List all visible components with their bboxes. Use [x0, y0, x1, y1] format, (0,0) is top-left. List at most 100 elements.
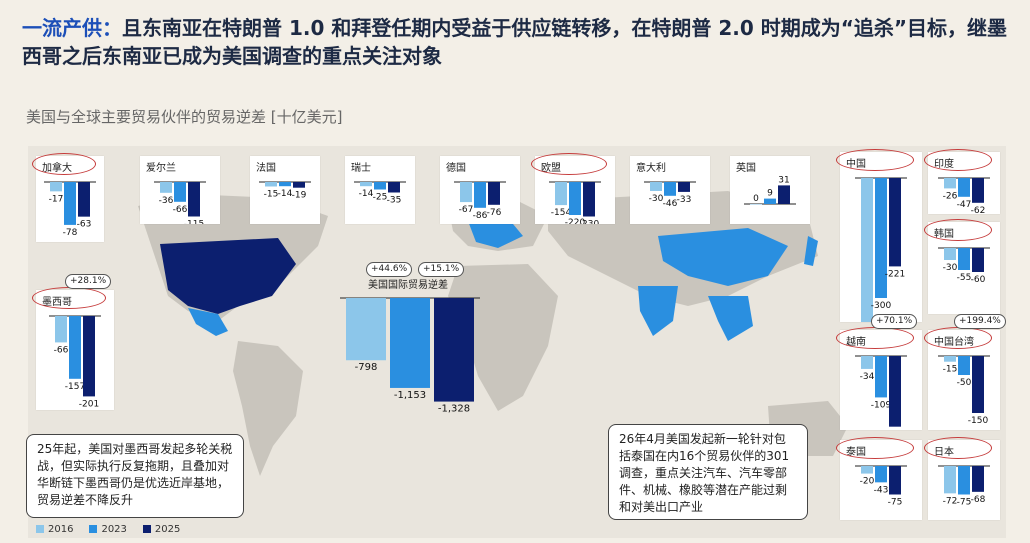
- bar-2016: [265, 182, 277, 187]
- bar-value-label: -34: [860, 372, 875, 382]
- bar-2025: [434, 298, 474, 402]
- highlight-ring: [924, 437, 992, 459]
- chart-card-5: 欧盟-154-220-230: [531, 153, 615, 225]
- bar-2016: [555, 182, 567, 206]
- legend-item-2023: 2023: [89, 524, 127, 535]
- map-se-asia: [708, 296, 753, 341]
- bar-2016: [944, 466, 956, 494]
- bar-value-label: -26: [943, 191, 958, 201]
- highlight-ring: [531, 153, 607, 175]
- bar-2023: [764, 198, 776, 204]
- bar-2025: [488, 182, 500, 205]
- bar-2023: [64, 182, 76, 225]
- chart-svg: -366-300-221: [855, 177, 907, 322]
- bar-value-label: -25: [373, 193, 388, 203]
- bar-value-label: -75: [888, 498, 903, 508]
- bar-value-label: -300: [871, 301, 892, 311]
- chart-svg: -26-47-62: [938, 177, 990, 214]
- bar-value-label: -50: [957, 378, 972, 388]
- bar-value-label: -15: [264, 190, 279, 200]
- bar-value-label: -15: [943, 365, 958, 375]
- legend: 2016 2023 2025: [36, 524, 180, 535]
- chart-card-11: 墨西哥 -66 -157 -201 +28.1%: [32, 274, 114, 410]
- bar-value-label: -230: [579, 220, 600, 225]
- bar-2023: [664, 182, 676, 196]
- headline-lead: 一流产供：: [22, 16, 122, 40]
- chart-svg: -34-109-186: [855, 355, 907, 430]
- bar-value-label: -14: [359, 189, 374, 199]
- bar-2025: [83, 316, 95, 397]
- map-south-america: [233, 341, 303, 476]
- chart-card-14: 中国台湾 -15 -50 -150 +199.4%: [924, 314, 1006, 430]
- bar-value-label: -72: [943, 496, 958, 506]
- bar-value-label: -66: [173, 205, 188, 215]
- bar-value-label: -20: [860, 477, 875, 487]
- note-mexico: 25年起，美国对墨西哥发起多轮关税战，但实际执行反复拖期，且叠加对华断链下墨西哥…: [26, 434, 244, 518]
- bar-value-label: -78: [63, 228, 78, 238]
- bar-value-label: -62: [971, 206, 986, 214]
- chart-svg: -66 -157 -201: [49, 315, 101, 409]
- growth-badge: +44.6%: [366, 262, 413, 277]
- bar-2025: [188, 182, 200, 217]
- map-china: [658, 228, 788, 286]
- map-mexico: [188, 308, 228, 336]
- bar-2016: [944, 178, 956, 189]
- bar-value-label: -221: [885, 269, 905, 279]
- chart-svg: -15 -50 -150: [938, 355, 990, 426]
- bar-2016: [360, 182, 372, 187]
- bar-2016: [650, 182, 662, 191]
- chart-card-7: 英国 0 9 31: [730, 156, 810, 224]
- world-map: [138, 191, 848, 476]
- bar-2023: [958, 356, 970, 375]
- bar-2025: [78, 182, 90, 217]
- bar-2023: [474, 182, 486, 208]
- bar-2023: [279, 182, 291, 187]
- bar-2016: [861, 466, 873, 474]
- note-thailand: 26年4月美国发起新一轮针对包括泰国在内16个贸易伙伴的301调查，重点关注汽车…: [608, 424, 808, 520]
- chart-card-6: 意大利 -30 -46 -33: [630, 156, 710, 224]
- map-eu: [468, 218, 523, 248]
- chart-title: 德国: [446, 163, 466, 174]
- bar-2016: [460, 182, 472, 203]
- bar-value-label: -30: [943, 263, 958, 273]
- map-india: [638, 286, 678, 336]
- bar-2025: [678, 182, 690, 192]
- bar-2016: [750, 204, 762, 205]
- bar-2016: [55, 316, 67, 343]
- bar-value-label: -75: [957, 498, 972, 508]
- bar-2023: [875, 178, 887, 298]
- highlight-ring: [924, 149, 992, 171]
- chart-title: 瑞士: [351, 163, 371, 174]
- highlight-ring: [836, 437, 914, 459]
- bar-2025: [889, 466, 901, 495]
- chart-title: 意大利: [636, 163, 666, 174]
- bar-2025: [889, 178, 901, 267]
- bar-2016: [861, 356, 873, 369]
- bar-2023: [958, 178, 970, 197]
- highlight-ring: [924, 219, 992, 241]
- chart-svg: -154-220-230: [549, 181, 601, 225]
- bar-value-label: -47: [957, 200, 972, 210]
- chart-card-8: 中国-366-300-221: [836, 149, 922, 322]
- bar-value-label: -19: [292, 191, 307, 201]
- chart-svg: 09 31: [744, 175, 796, 205]
- growth-badge: +70.1%: [871, 314, 918, 329]
- bar-value-label: -33: [677, 195, 692, 205]
- bar-value-label: -67: [459, 205, 474, 215]
- chart-svg: -36-66 -115: [154, 181, 206, 224]
- map-japan: [804, 236, 818, 266]
- bar-value-label: -43: [874, 485, 889, 495]
- chart-svg: -30 -46 -33: [644, 181, 696, 209]
- bar-value-label: -68: [971, 495, 986, 505]
- chart-svg: -30-55 -60: [938, 247, 990, 285]
- bar-value-label: -30: [649, 194, 664, 204]
- bar-value-label: -35: [387, 196, 402, 206]
- bar-2025: [583, 182, 595, 217]
- chart-svg: -20-43 -75: [855, 465, 907, 508]
- bar-2023: [875, 466, 887, 483]
- bar-2025: [972, 178, 984, 203]
- chart-card-9: 印度 -26 -47 -62: [924, 149, 1000, 214]
- legend-item-2025: 2025: [142, 524, 180, 535]
- bar-value-label: -154: [551, 208, 572, 218]
- map-usa: [160, 238, 296, 314]
